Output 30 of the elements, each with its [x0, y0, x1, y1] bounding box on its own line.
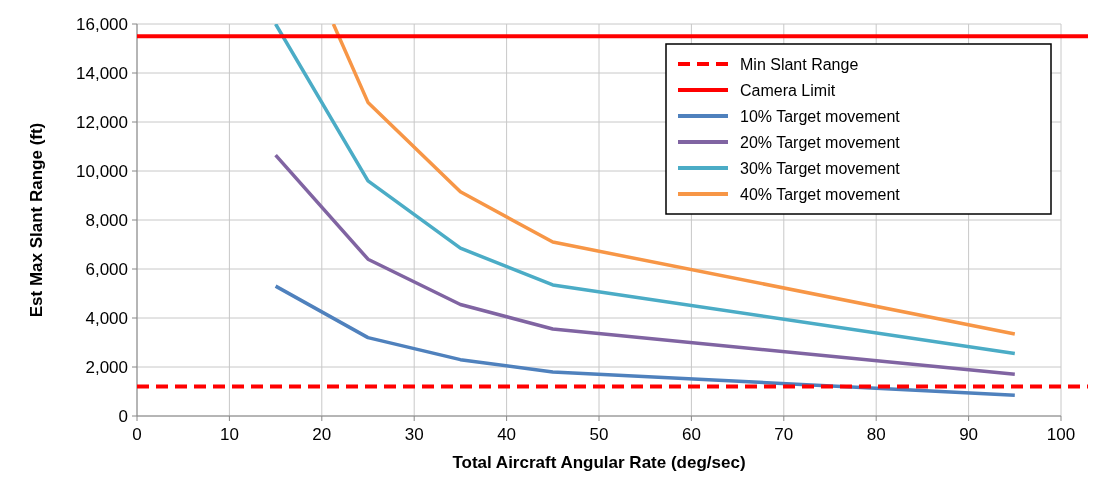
y-tick-label: 14,000 — [76, 63, 128, 83]
x-tick-label: 0 — [132, 425, 142, 444]
legend-label: 10% Target movement — [740, 107, 901, 125]
legend-label: Min Slant Range — [740, 55, 859, 73]
y-tick-label: 16,000 — [76, 14, 128, 34]
y-tick-label: 8,000 — [85, 210, 128, 230]
y-axis-title: Est Max Slant Range (ft) — [27, 122, 46, 318]
x-tick-label: 100 — [1046, 425, 1076, 444]
x-tick-label: 70 — [774, 425, 794, 444]
legend-label: 40% Target movement — [740, 185, 901, 203]
x-axis-title: Total Aircraft Angular Rate (deg/sec) — [452, 453, 746, 472]
line-series — [273, 153, 1017, 377]
y-tick-label: 2,000 — [85, 357, 128, 377]
y-tick-label: 4,000 — [85, 308, 128, 328]
legend-label: Camera Limit — [740, 81, 836, 99]
legend-label: 20% Target movement — [740, 133, 901, 151]
x-tick-label: 30 — [404, 425, 424, 444]
x-tick-label: 10 — [219, 425, 239, 444]
x-tick-label: 60 — [681, 425, 701, 444]
y-tick-label: 6,000 — [85, 259, 128, 279]
y-tick-label: 12,000 — [76, 112, 128, 132]
x-tick-label: 20 — [312, 425, 332, 444]
y-tick-label: 10,000 — [76, 161, 128, 181]
line-series — [273, 284, 1017, 397]
x-tick-label: 90 — [959, 425, 979, 444]
x-tick-label: 80 — [866, 425, 886, 444]
y-tick-label: 0 — [118, 406, 128, 426]
x-tick-label: 50 — [589, 425, 609, 444]
legend-label: 30% Target movement — [740, 159, 901, 177]
x-tick-label: 40 — [497, 425, 517, 444]
